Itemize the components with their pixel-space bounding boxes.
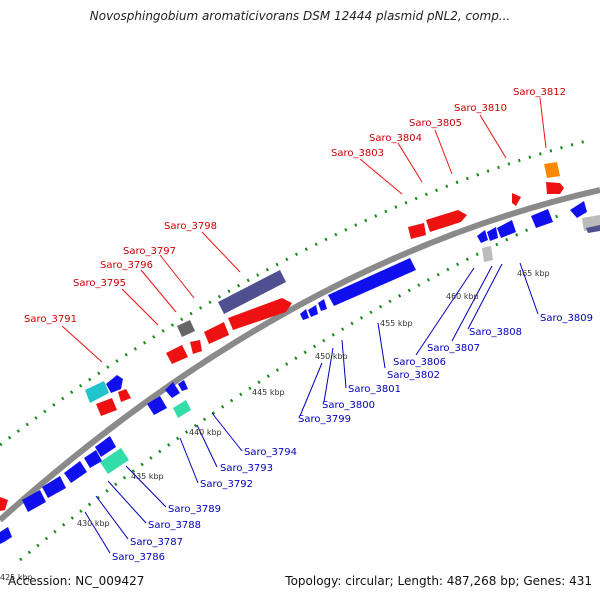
gene-saro-3811[interactable] xyxy=(570,201,587,218)
label-saro-3801: Saro_3801 xyxy=(348,384,401,395)
gene-saro-3804[interactable] xyxy=(426,210,467,232)
gene-saro-3797[interactable] xyxy=(204,322,229,344)
gene-saro-3803[interactable] xyxy=(408,223,426,239)
scale-430-kbp: 430 kbp xyxy=(77,519,110,528)
reverse-leaders xyxy=(84,262,539,554)
label-saro-3810: Saro_3810 xyxy=(454,103,507,114)
outer-tick-ring xyxy=(0,138,591,447)
scale-445-kbp: 445 kbp xyxy=(252,388,285,397)
aqua-feature-upper[interactable] xyxy=(173,400,191,418)
scale-440-kbp: 440 kbp xyxy=(189,428,222,437)
accession-text: Accession: NC_009427 xyxy=(8,574,145,588)
label-saro-3789: Saro_3789 xyxy=(168,504,221,515)
gene-saro-3809[interactable] xyxy=(531,209,553,228)
gene-saro-3791[interactable] xyxy=(96,398,117,416)
gene-saro-3802[interactable] xyxy=(328,258,416,306)
gene-saro-3788[interactable] xyxy=(42,476,66,498)
label-saro-3793: Saro_3793 xyxy=(220,463,273,474)
label-saro-3791: Saro_3791 xyxy=(24,314,77,325)
gene-saro-3786[interactable] xyxy=(0,527,12,544)
label-saro-3812: Saro_3812 xyxy=(513,87,566,98)
scale-435-kbp: 435 kbp xyxy=(131,472,164,481)
gene-saro-3792[interactable] xyxy=(147,396,167,415)
rna-feature-3798[interactable] xyxy=(218,270,286,314)
label-saro-3794: Saro_3794 xyxy=(244,447,297,458)
scale-465-kbp: 465 kbp xyxy=(517,269,550,278)
gray-feature[interactable] xyxy=(177,320,195,337)
plasmid-backbone xyxy=(0,187,600,523)
orange-feature[interactable] xyxy=(544,162,560,178)
gene-saro-3806[interactable] xyxy=(477,230,488,243)
forward-genes xyxy=(0,182,564,511)
gene-saro-3787[interactable] xyxy=(22,490,46,512)
summary-text: Topology: circular; Length: 487,268 bp; … xyxy=(285,574,592,588)
scale-455-kbp: 455 kbp xyxy=(380,319,413,328)
gene-saro-3801[interactable] xyxy=(318,299,327,311)
purple-feature-edge[interactable] xyxy=(586,225,600,233)
label-saro-3807: Saro_3807 xyxy=(427,343,480,354)
forward-leaders xyxy=(61,97,547,363)
label-saro-3792: Saro_3792 xyxy=(200,479,253,490)
label-saro-3805: Saro_3805 xyxy=(409,118,462,129)
gene-saro-3789[interactable] xyxy=(64,461,87,483)
label-saro-3795: Saro_3795 xyxy=(73,278,126,289)
label-saro-3787: Saro_3787 xyxy=(130,537,183,548)
gene-saro-3798[interactable] xyxy=(228,298,292,330)
label-saro-3800: Saro_3800 xyxy=(322,400,375,411)
gene-saro-3796[interactable] xyxy=(190,340,202,354)
label-saro-3803: Saro_3803 xyxy=(331,148,384,159)
forward-gene-labels: Saro_3791 Saro_3795 Saro_3796 Saro_3797 Saro… xyxy=(24,87,566,325)
scale-labels: 430 kbp 435 kbp 440 kbp 445 kbp 450 kbp 455 k… xyxy=(0,269,550,582)
label-saro-3797: Saro_3797 xyxy=(123,246,176,257)
aqua-feature-lower[interactable] xyxy=(100,448,129,474)
gene-saro-3791b[interactable] xyxy=(118,389,131,402)
gene-saro-3799[interactable] xyxy=(300,309,309,320)
scale-450-kbp: 450 kbp xyxy=(315,352,348,361)
label-saro-3804: Saro_3804 xyxy=(369,133,422,144)
label-saro-3788: Saro_3788 xyxy=(148,520,201,531)
scale-460-kbp: 460 kbp xyxy=(446,292,479,301)
label-saro-3806: Saro_3806 xyxy=(393,357,446,368)
gene-saro-3795[interactable] xyxy=(166,345,188,364)
label-saro-3799: Saro_3799 xyxy=(298,414,351,425)
reverse-gene-labels: Saro_3786 Saro_3787 Saro_3788 Saro_3789 Saro… xyxy=(112,313,593,563)
reverse-genes xyxy=(0,201,587,544)
label-saro-3802: Saro_3802 xyxy=(387,370,440,381)
label-saro-3808: Saro_3808 xyxy=(469,327,522,338)
gene-saro-3808[interactable] xyxy=(497,220,516,238)
gene-saro-3794[interactable] xyxy=(178,380,188,391)
gene-saro-3812[interactable] xyxy=(546,182,564,194)
gene-saro-3800[interactable] xyxy=(308,305,318,317)
gene-saro-3789b[interactable] xyxy=(84,450,102,468)
gene-saro-3790[interactable] xyxy=(0,497,8,511)
cyan-feature[interactable] xyxy=(85,381,109,403)
lightgray-feature-right[interactable] xyxy=(482,246,493,262)
gene-saro-3793[interactable] xyxy=(165,382,180,398)
gene-saro-3810[interactable] xyxy=(512,193,521,206)
label-saro-3786: Saro_3786 xyxy=(112,552,165,563)
map-title: Novosphingobium aromaticivorans DSM 1244… xyxy=(89,9,511,23)
label-saro-3809: Saro_3809 xyxy=(540,313,593,324)
label-saro-3796: Saro_3796 xyxy=(100,260,153,271)
gene-saro-3791-rev[interactable] xyxy=(106,375,123,393)
scale-425-kbp: 425 kbp xyxy=(0,573,33,582)
gene-saro-3807[interactable] xyxy=(487,227,498,241)
gene-saro-3789c[interactable] xyxy=(95,436,116,457)
label-saro-3798: Saro_3798 xyxy=(164,221,217,232)
